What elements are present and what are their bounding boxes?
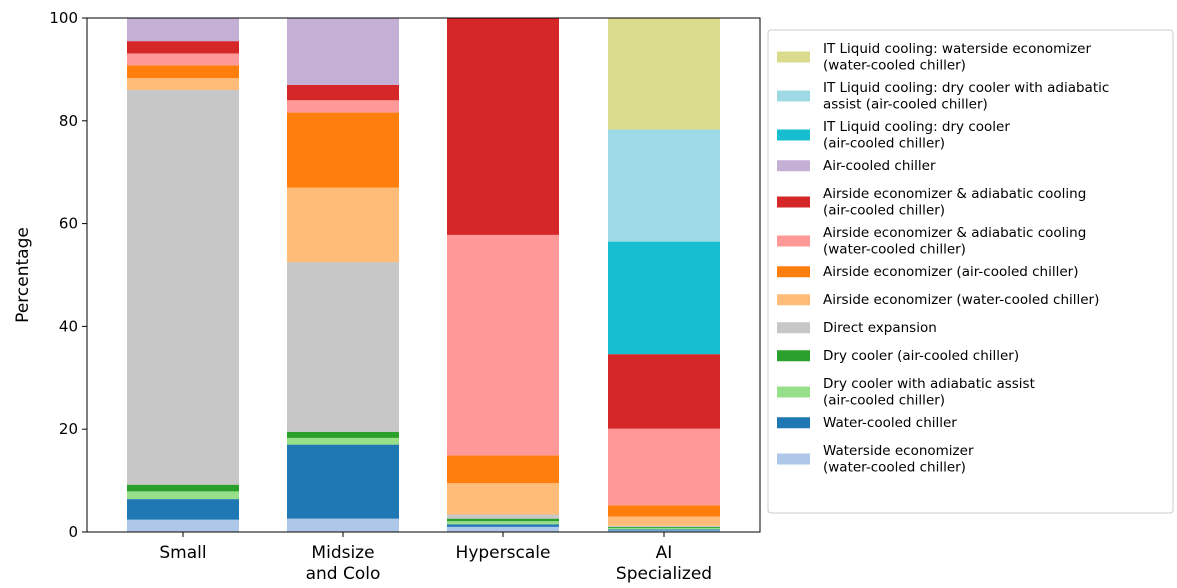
legend-label: Dry cooler with adiabatic assist (air-coo…	[823, 376, 1035, 409]
x-tick-label: Midsize and Colo	[306, 543, 381, 584]
bar-segment	[127, 484, 239, 492]
legend-label: Airside economizer (water-cooled chiller…	[823, 292, 1099, 308]
plot-frame	[86, 17, 761, 533]
y-tick-label: 80	[59, 112, 78, 130]
bar-segment	[127, 491, 239, 500]
bar-segment	[127, 41, 239, 54]
y-tick-label: 100	[49, 9, 78, 27]
bar-segment	[127, 65, 239, 79]
bar-segment	[447, 526, 559, 532]
y-axis: 0 20 40 60 80 100	[49, 9, 87, 541]
legend-swatch	[777, 386, 810, 398]
bar-segment	[608, 516, 720, 526]
legend-swatch	[777, 196, 810, 208]
bar-segment	[287, 262, 399, 432]
bar-segment	[127, 519, 239, 532]
x-axis: Small Midsize and Colo Hyperscale AI Speciali…	[159, 532, 712, 584]
legend-label: Air-cooled chiller	[823, 158, 936, 174]
bar-segment	[447, 524, 559, 527]
bar-segment	[447, 234, 559, 456]
bar-segment	[127, 499, 239, 520]
legend-label: Water-cooled chiller	[823, 415, 957, 431]
legend-label: IT Liquid cooling: waterside economizer(…	[823, 41, 1091, 74]
bar-segment	[287, 84, 399, 101]
bar-segment	[447, 455, 559, 484]
bar-segment	[608, 525, 720, 527]
bar-segment	[608, 530, 720, 532]
legend-swatch	[777, 350, 810, 362]
bar-segment	[608, 527, 720, 530]
bar-segment	[287, 444, 399, 519]
legend: IT Liquid cooling: waterside economizer(…	[767, 29, 1174, 514]
legend-swatch	[777, 322, 810, 334]
legend-label: IT Liquid cooling: dry cooler with adiab…	[823, 80, 1109, 113]
legend-label: Airside economizer & adiabatic cooling (a…	[823, 186, 1086, 219]
bar-segment	[287, 518, 399, 532]
y-tick-label: 0	[68, 523, 78, 541]
bar-segment	[287, 100, 399, 113]
legend-swatch	[777, 235, 810, 247]
bar-segment	[608, 505, 720, 517]
bar-segment	[608, 129, 720, 242]
legend-swatch	[777, 51, 810, 63]
legend-swatch	[777, 266, 810, 278]
legend-swatch	[777, 160, 810, 172]
legend-swatch	[777, 417, 810, 429]
bar-segment	[608, 526, 720, 528]
legend-label: Dry cooler (air-cooled chiller)	[823, 348, 1019, 364]
bar-segment	[447, 514, 559, 519]
bar-segment	[608, 18, 720, 130]
y-tick-label: 60	[59, 215, 78, 233]
legend-swatch	[777, 294, 810, 306]
y-axis-title: Percentage	[13, 227, 33, 323]
bar-segment	[608, 428, 720, 506]
legend-label: Airside economizer & adiabatic cooling (w…	[823, 225, 1086, 258]
legend-box	[767, 29, 1174, 514]
y-tick-label: 20	[59, 420, 78, 438]
bar-segment	[608, 354, 720, 429]
legend-label: Airside economizer (air-cooled chiller)	[823, 264, 1079, 280]
bar-segment	[447, 521, 559, 525]
bar-segment	[608, 529, 720, 531]
bar-segment	[287, 18, 399, 85]
bar-segment	[127, 18, 239, 42]
bar-segment	[127, 78, 239, 90]
bar-segment	[447, 18, 559, 235]
legend-label: IT Liquid cooling: dry cooler (air-cooled…	[823, 119, 1010, 152]
x-tick-label: AI Specialized	[616, 543, 712, 584]
bar-segment	[447, 518, 559, 522]
bar-segment	[127, 89, 239, 485]
bar-segment	[127, 53, 239, 66]
bars-layer	[127, 18, 720, 532]
bar-segment	[608, 241, 720, 355]
legend-label: Waterside economizer (water-cooled chille…	[823, 443, 974, 476]
bar-segment	[287, 187, 399, 263]
bar-segment	[287, 437, 399, 445]
legend-label: Direct expansion	[823, 320, 937, 336]
bar-segment	[287, 112, 399, 188]
bar-segment	[447, 483, 559, 515]
legend-swatch	[777, 453, 810, 465]
legend-swatch	[777, 129, 810, 141]
x-tick-label: Hyperscale	[456, 543, 551, 563]
bar-segment	[287, 431, 399, 438]
legend-swatch	[777, 90, 810, 102]
y-tick-label: 40	[59, 317, 78, 335]
x-tick-label: Small	[159, 543, 206, 563]
